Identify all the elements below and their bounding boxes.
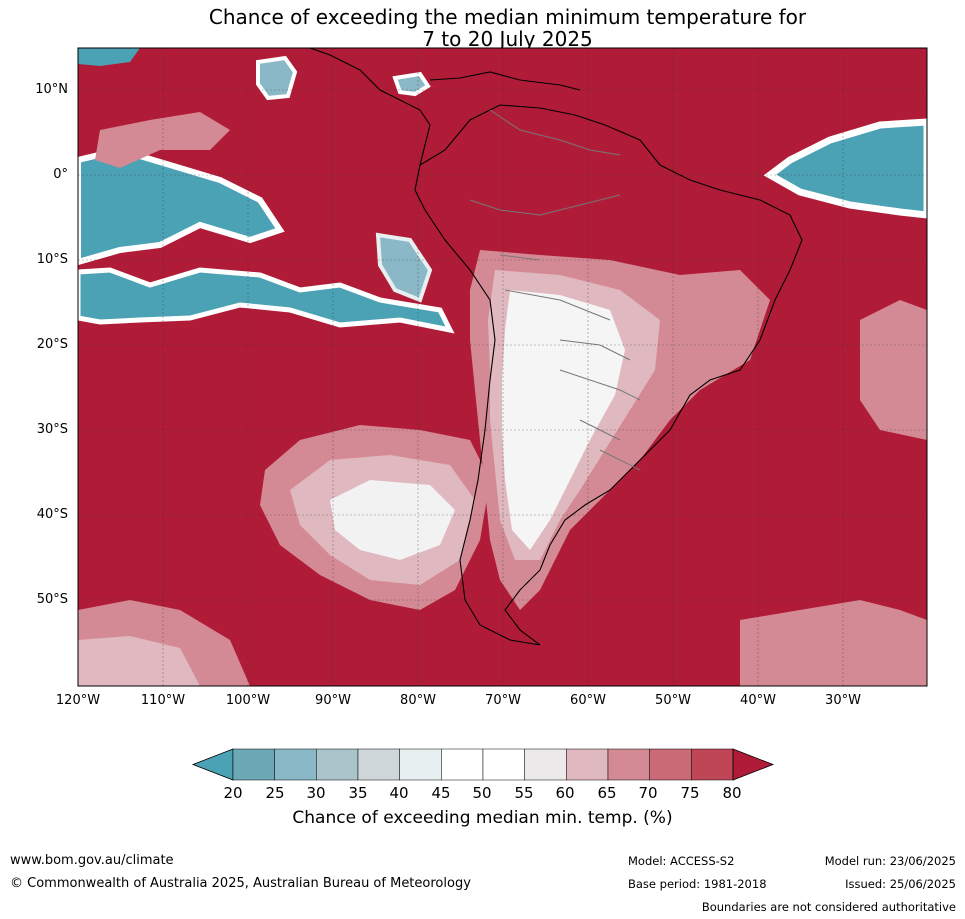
colorbar-segment bbox=[399, 748, 442, 781]
colorbar-segment bbox=[357, 748, 400, 781]
colorbar-segment bbox=[607, 748, 650, 781]
lon-label-80w: 80°W bbox=[400, 693, 436, 708]
lat-label-30s: 30°S bbox=[36, 422, 68, 437]
footer-copyright: © Commonwealth of Australia 2025, Austra… bbox=[10, 876, 471, 891]
map-title-line2: 7 to 20 July 2025 bbox=[422, 27, 593, 51]
colorbar-segment bbox=[649, 748, 692, 781]
colorbar-segment bbox=[482, 748, 525, 781]
colorbar-arrow-low bbox=[191, 748, 234, 781]
colorbar-tick-20: 20 bbox=[223, 784, 243, 802]
colorbar-segment bbox=[566, 748, 609, 781]
footer-disclaimer: Boundaries are not considered authoritat… bbox=[701, 900, 956, 914]
colorbar-tick-45: 45 bbox=[431, 784, 451, 802]
colorbar-tick-55: 55 bbox=[514, 784, 534, 802]
white-region-south-pacific bbox=[330, 480, 455, 560]
footer-base-period: Base period: 1981-2018 bbox=[628, 877, 767, 891]
colorbar-segment bbox=[691, 748, 734, 781]
colorbar-tick-70: 70 bbox=[638, 784, 658, 802]
colorbar-tick-40: 40 bbox=[389, 784, 409, 802]
colorbar-tick-80: 80 bbox=[722, 784, 742, 802]
lon-label-100w: 100°W bbox=[225, 693, 271, 708]
lat-label-20s: 20°S bbox=[36, 337, 68, 352]
pink-region-east-atlantic bbox=[860, 300, 927, 440]
probability-map bbox=[77, 47, 928, 687]
teal-patch-caribbean bbox=[392, 71, 431, 97]
lat-label-10n: 10°N bbox=[35, 82, 68, 97]
white-region-south-america bbox=[502, 290, 625, 550]
teal-patch-north bbox=[256, 55, 298, 101]
colorbar-segment bbox=[232, 748, 275, 781]
map-frame bbox=[77, 47, 928, 687]
country-borders bbox=[469, 109, 641, 471]
lat-label-40s: 40°S bbox=[36, 507, 68, 522]
colorbar-tick-60: 60 bbox=[555, 784, 575, 802]
lon-label-110w: 110°W bbox=[140, 693, 186, 708]
colorbar-arrow-high bbox=[732, 748, 775, 781]
footer-model-run: Model run: 23/06/2025 bbox=[824, 854, 956, 868]
lon-label-30w: 30°W bbox=[825, 693, 861, 708]
lat-label-50s: 50°S bbox=[36, 592, 68, 607]
lon-label-40w: 40°W bbox=[740, 693, 776, 708]
lon-label-90w: 90°W bbox=[315, 693, 351, 708]
teal-patch-northwest bbox=[78, 48, 140, 66]
teal-region-west bbox=[78, 146, 285, 266]
graticule bbox=[78, 48, 927, 686]
footer-url: www.bom.gov.au/climate bbox=[10, 853, 174, 868]
colorbar-segment bbox=[274, 748, 317, 781]
colorbar-segment bbox=[316, 748, 359, 781]
colorbar-tick-35: 35 bbox=[348, 784, 368, 802]
lon-label-60w: 60°W bbox=[570, 693, 606, 708]
map-title-line1: Chance of exceeding the median minimum t… bbox=[208, 5, 807, 29]
teal-region-east bbox=[763, 118, 927, 219]
teal-patch-central-band bbox=[375, 232, 433, 303]
pink-region-southeast bbox=[740, 600, 927, 686]
colorbar-tick-25: 25 bbox=[265, 784, 285, 802]
colorbar-tick-50: 50 bbox=[472, 784, 492, 802]
coastline-central-america bbox=[309, 48, 431, 166]
lat-label-0: 0° bbox=[53, 167, 68, 182]
light-region-far-southwest bbox=[78, 636, 200, 686]
lon-label-120w: 120°W bbox=[55, 693, 101, 708]
lon-label-50w: 50°W bbox=[655, 693, 691, 708]
teal-region-west-lower bbox=[78, 267, 455, 334]
colorbar-label: Chance of exceeding median min. temp. (%… bbox=[292, 808, 673, 828]
footer-issued: Issued: 25/06/2025 bbox=[845, 877, 956, 891]
pink-region-north-band bbox=[95, 112, 230, 168]
colorbar-segment bbox=[524, 748, 567, 781]
coastline-south-america bbox=[414, 104, 803, 646]
lat-label-10s: 10°S bbox=[36, 252, 68, 267]
coastline-caribbean bbox=[429, 71, 581, 91]
footer-model: Model: ACCESS-S2 bbox=[628, 854, 735, 868]
colorbar-tick-75: 75 bbox=[680, 784, 700, 802]
lon-label-70w: 70°W bbox=[485, 693, 521, 708]
colorbar-tick-30: 30 bbox=[306, 784, 326, 802]
colorbar-tick-65: 65 bbox=[597, 784, 617, 802]
colorbar-segment bbox=[441, 748, 484, 781]
